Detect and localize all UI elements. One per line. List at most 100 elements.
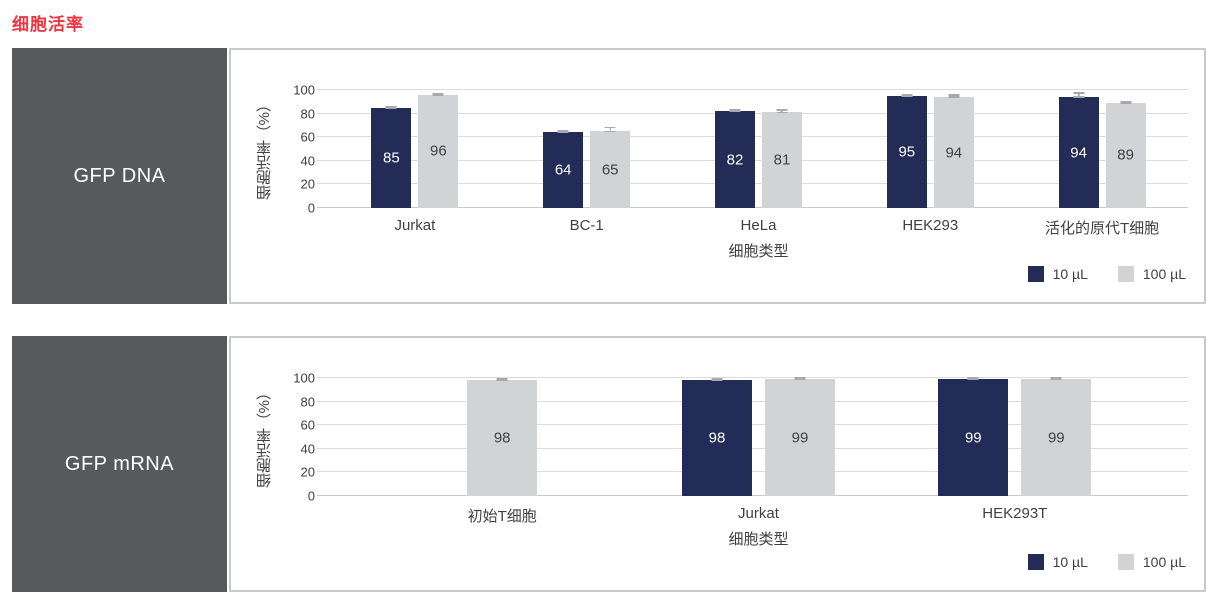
y-tick-label: 40: [300, 441, 315, 457]
bar: 89: [1105, 100, 1146, 208]
legend-item: 100 µL: [1117, 266, 1186, 282]
y-tick-label: 20: [300, 176, 315, 192]
gridline: [317, 424, 1188, 426]
bar-value-label: 96: [430, 142, 447, 160]
error-bar-cap: [1073, 96, 1085, 99]
panel-gfp-dna: GFP DNA 细胞活率（%） 0 20 40 60 80 100 85 96 Jurkat 6…: [12, 48, 1206, 304]
category-label: Jurkat: [394, 217, 436, 234]
bar: 95: [886, 93, 927, 208]
y-tick-label: 20: [300, 464, 315, 480]
error-bar: [776, 108, 788, 114]
bar: 64: [543, 130, 584, 208]
y-tick-label: 80: [300, 106, 315, 122]
error-bar-cap: [967, 377, 979, 379]
error-bar-cap: [385, 105, 397, 108]
bar-group: 64 65 BC-1: [501, 90, 673, 234]
bar-value-label: 82: [726, 151, 744, 169]
chart-footer: 细胞类型 10 µL 100 µL: [329, 528, 1188, 582]
error-bar-cap: [557, 130, 569, 133]
error-bar-cap: [1120, 102, 1132, 104]
error-bar-cap: [901, 95, 913, 97]
y-tick-label: 100: [293, 82, 315, 98]
bar: 99: [764, 377, 835, 496]
bar: 96: [418, 92, 459, 208]
y-tick-label: 60: [300, 129, 315, 145]
bar-value-label: 99: [964, 429, 982, 447]
error-bar-cap: [776, 108, 788, 111]
chart-gfp-mrna: 细胞活率（%） 0 20 40 60 80 100 98 初始T细胞 98 99 Jurkat 99…: [229, 336, 1206, 592]
y-axis: 0 20 40 60 80 100: [281, 372, 329, 503]
y-tick-label: 40: [300, 153, 315, 169]
error-bar: [1050, 377, 1062, 381]
x-axis-title: 细胞类型: [728, 531, 789, 548]
error-bar-line: [1077, 92, 1080, 98]
gridline: [317, 495, 1188, 496]
error-bar-cap: [967, 378, 979, 381]
legend: 10 µL 100 µL: [329, 266, 1188, 282]
legend-swatch: [1027, 554, 1044, 570]
bar-group: 99 99 HEK293T: [887, 377, 1143, 522]
panel-label: GFP DNA: [73, 164, 166, 187]
bar-group: 82 81 HeLa: [673, 90, 845, 234]
error-bar-cap: [1050, 378, 1062, 381]
error-bar: [967, 377, 979, 381]
bar-chart: 细胞活率（%） 0 20 40 60 80 100 85 96 Jurkat 64 65 BC-1 8…: [247, 84, 1188, 294]
error-bar-cap: [729, 110, 741, 113]
bar-group: 85 96 Jurkat: [329, 90, 501, 234]
bar: 81: [761, 108, 802, 208]
y-tick-label: 0: [307, 488, 315, 504]
error-bar: [604, 126, 616, 133]
error-bar: [794, 377, 806, 381]
legend-item: 10 µL: [1027, 554, 1088, 570]
chart-footer: 细胞类型 10 µL 100 µL: [329, 240, 1188, 294]
error-bar-cap: [948, 96, 960, 99]
error-bar: [432, 92, 444, 96]
gridline: [317, 447, 1188, 449]
gridline: [317, 377, 1188, 378]
category-label: HEK293T: [982, 505, 1048, 522]
legend-item: 100 µL: [1117, 554, 1186, 570]
error-bar: [496, 378, 508, 382]
category-label: Jurkat: [738, 505, 779, 522]
panel-label: GFP mRNA: [64, 452, 175, 475]
error-bar-cap: [711, 378, 723, 381]
error-bar-cap: [1120, 100, 1132, 103]
category-label: 活化的原代T细胞: [1044, 220, 1160, 237]
gridline: [317, 400, 1188, 402]
bar-value-label: 95: [898, 143, 916, 161]
bar-value-label: 94: [1070, 144, 1087, 162]
error-bar: [901, 93, 913, 97]
bar-value-label: 64: [554, 161, 572, 179]
y-axis-title: 细胞活率（%）: [255, 97, 273, 201]
bar: 82: [714, 109, 755, 208]
bar: 99: [938, 377, 1009, 496]
error-bar-cap: [604, 126, 616, 129]
error-bar-cap: [1073, 92, 1085, 95]
category-label: BC-1: [569, 217, 604, 234]
error-bar: [385, 105, 397, 109]
error-bar-cap: [901, 93, 913, 96]
error-bar: [1120, 100, 1132, 104]
error-bar-cap: [432, 92, 444, 95]
bar: 65: [590, 126, 631, 208]
error-bar-line: [609, 126, 611, 132]
bar-value-label: 99: [1047, 429, 1065, 447]
legend-label: 100 µL: [1142, 266, 1186, 282]
gridline: [317, 471, 1188, 473]
bar: 94: [1058, 92, 1099, 208]
bar-value-label: 99: [791, 429, 809, 447]
bar-value-label: 89: [1117, 146, 1134, 164]
bar: 98: [681, 378, 752, 496]
bar: 98: [467, 378, 538, 496]
error-bar-cap: [385, 107, 397, 109]
legend: 10 µL 100 µL: [329, 554, 1188, 570]
bar-group: 98 初始T细胞: [374, 378, 630, 525]
legend-label: 10 µL: [1052, 266, 1088, 282]
x-axis-title: 细胞类型: [728, 243, 789, 260]
legend-label: 100 µL: [1142, 554, 1186, 570]
y-axis-title: 细胞活率（%）: [255, 385, 273, 489]
bar-value-label: 65: [601, 161, 619, 179]
bar-value-label: 94: [945, 144, 963, 162]
category-label: 初始T细胞: [467, 508, 537, 525]
error-bar-cap: [948, 94, 960, 96]
